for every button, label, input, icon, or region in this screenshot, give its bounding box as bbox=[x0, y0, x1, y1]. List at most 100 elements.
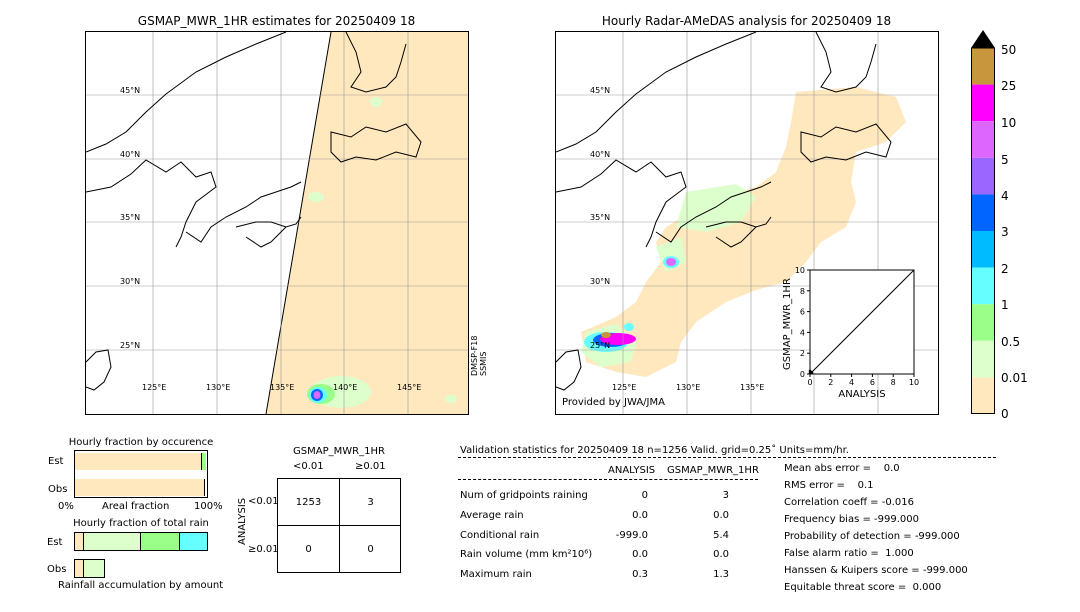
rain-cell bbox=[601, 332, 611, 338]
score-line: RMS error = 0.1 bbox=[784, 480, 874, 491]
occurrence-bar-est bbox=[75, 453, 202, 470]
occurrence-axis-mid: Areal fraction bbox=[102, 501, 170, 512]
validation-col-analysis: ANALYSIS bbox=[608, 465, 656, 476]
y-tick-label: 0 bbox=[800, 370, 805, 379]
validation-row-label: Rain volume (mm km²10⁶) bbox=[460, 549, 593, 560]
contingency-cell: 1253 bbox=[295, 497, 322, 508]
lat-label: 30°N bbox=[120, 277, 140, 286]
rain-cell bbox=[313, 391, 321, 399]
colorbar-block bbox=[971, 194, 995, 231]
contingency-row-header: <0.01 bbox=[248, 496, 279, 507]
swath-edge bbox=[265, 32, 332, 414]
x-tick-label: 2 bbox=[828, 378, 833, 387]
validation-row-analysis: 0.0 bbox=[632, 510, 648, 521]
colorbar bbox=[971, 30, 995, 414]
validation-row-analysis: 0 bbox=[641, 490, 648, 501]
light-rain-patch bbox=[370, 97, 382, 107]
colorbar-block bbox=[971, 304, 995, 341]
validation-row-analysis: 0.0 bbox=[632, 549, 648, 560]
colorbar-label: 4 bbox=[1001, 189, 1009, 203]
validation-divider bbox=[458, 457, 996, 458]
validation-row-analysis: 0.3 bbox=[632, 569, 648, 580]
total-rain-row-est: Est bbox=[47, 537, 63, 548]
score-line: Equitable threat score = 0.000 bbox=[784, 582, 942, 593]
validation-row-gsmap: 1.3 bbox=[713, 569, 729, 580]
total-rain-bar-est-b bbox=[83, 532, 141, 551]
colorbar-label: 3 bbox=[1001, 225, 1009, 239]
identity-line bbox=[809, 269, 915, 375]
validation-row-label: Conditional rain bbox=[460, 530, 540, 541]
sensor-label: DMSP-F18 SSMIS bbox=[470, 335, 488, 376]
colorbar-label: 10 bbox=[1001, 116, 1017, 130]
colorbar-label: 1 bbox=[1001, 298, 1009, 312]
light-rain-patch bbox=[308, 192, 324, 202]
colorbar-block bbox=[971, 48, 995, 85]
lat-label: 35°N bbox=[120, 213, 140, 222]
lon-label: 130°E bbox=[676, 383, 700, 392]
colorbar-block bbox=[971, 121, 995, 158]
y-tick-label: 8 bbox=[800, 287, 805, 296]
contingency-row-axis: ANALYSIS bbox=[237, 497, 248, 545]
lat-label: 25°N bbox=[120, 341, 140, 350]
validation-row-gsmap: 5.4 bbox=[713, 530, 729, 541]
lon-label: 125°E bbox=[612, 383, 636, 392]
occurrence-bar-frame bbox=[74, 450, 208, 498]
validation-divider-2 bbox=[458, 479, 758, 480]
score-line: False alarm ratio = 1.000 bbox=[784, 548, 914, 559]
score-line: Mean abs error = 0.0 bbox=[784, 463, 900, 474]
total-rain-bar-obs-b bbox=[83, 559, 105, 578]
colorbar-label: 0.5 bbox=[1001, 335, 1021, 349]
coastline bbox=[556, 32, 892, 391]
x-tick-label: 10 bbox=[909, 378, 919, 387]
left-map: 45°N 40°N 35°N 30°N 25°N 125°E 130°E 135… bbox=[86, 32, 468, 414]
lon-label: 145°E bbox=[397, 383, 421, 392]
lon-label: 130°E bbox=[206, 383, 230, 392]
colorbar-block bbox=[971, 267, 995, 305]
colorbar-label: 25 bbox=[1001, 79, 1017, 93]
colorbar-block bbox=[971, 231, 995, 268]
colorbar-block bbox=[971, 84, 995, 122]
radar-coverage bbox=[581, 87, 906, 377]
total-rain-row-obs: Obs bbox=[47, 564, 67, 575]
total-rain-title: Hourly fraction of total rain bbox=[73, 518, 209, 529]
validation-header: Validation statistics for 20250409 18 n=… bbox=[460, 445, 849, 456]
lon-label: 140°E bbox=[333, 383, 357, 392]
occurrence-bar-obs bbox=[75, 479, 205, 496]
colorbar-label: 2 bbox=[1001, 262, 1009, 276]
x-tick-label: 0 bbox=[807, 378, 812, 387]
lon-label: 135°E bbox=[270, 383, 294, 392]
scatter-ylabel: GSMAP_MWR_1HR bbox=[782, 278, 793, 370]
y-tick-label: 6 bbox=[800, 308, 805, 317]
x-tick-label: 8 bbox=[891, 378, 896, 387]
contingency-col-header: <0.01 bbox=[293, 461, 324, 472]
light-rain-patch bbox=[445, 395, 457, 403]
score-line: Frequency bias = -999.000 bbox=[784, 514, 919, 525]
colorbar-svg bbox=[971, 30, 995, 414]
validation-col-gsmap: GSMAP_MWR_1HR bbox=[667, 465, 759, 476]
occurrence-axis-right: 100% bbox=[194, 501, 223, 512]
lat-label: 25°N bbox=[590, 341, 610, 350]
right-map-title: Hourly Radar-AMeDAS analysis for 2025040… bbox=[601, 14, 892, 28]
total-rain-bar-est-c bbox=[140, 532, 180, 551]
validation-row-analysis: -999.0 bbox=[615, 530, 648, 541]
x-tick-label: 4 bbox=[849, 378, 854, 387]
contingency-row-header: ≥0.01 bbox=[248, 544, 279, 555]
score-line: Correlation coeff = -0.016 bbox=[784, 497, 914, 508]
y-tick-label: 10 bbox=[795, 266, 805, 275]
validation-row-gsmap: 0.0 bbox=[713, 510, 729, 521]
lat-label: 40°N bbox=[590, 150, 610, 159]
scatter-inset: 0 2 4 6 8 10 0 2 4 6 8 10 bbox=[780, 264, 920, 404]
total-rain-bar-frame bbox=[74, 532, 208, 579]
total-rain-footer: Rainfall accumulation by amount bbox=[58, 580, 224, 591]
occurrence-bar-est-rain bbox=[202, 453, 206, 470]
right-map: 45°N 40°N 35°N 30°N 25°N 125°E 130°E 135… bbox=[556, 32, 938, 414]
occurrence-axis-left: 0% bbox=[58, 501, 74, 512]
y-tick-label: 2 bbox=[800, 349, 805, 358]
occurrence-title: Hourly fraction by occurence bbox=[68, 437, 214, 448]
colorbar-label: 5 bbox=[1001, 153, 1009, 167]
contingency-cell: 3 bbox=[367, 497, 374, 508]
lon-label: 135°E bbox=[740, 383, 764, 392]
colorbar-label: 50 bbox=[1001, 43, 1017, 57]
coastline bbox=[86, 32, 422, 391]
score-line: Hanssen & Kuipers score = -999.000 bbox=[784, 565, 968, 576]
